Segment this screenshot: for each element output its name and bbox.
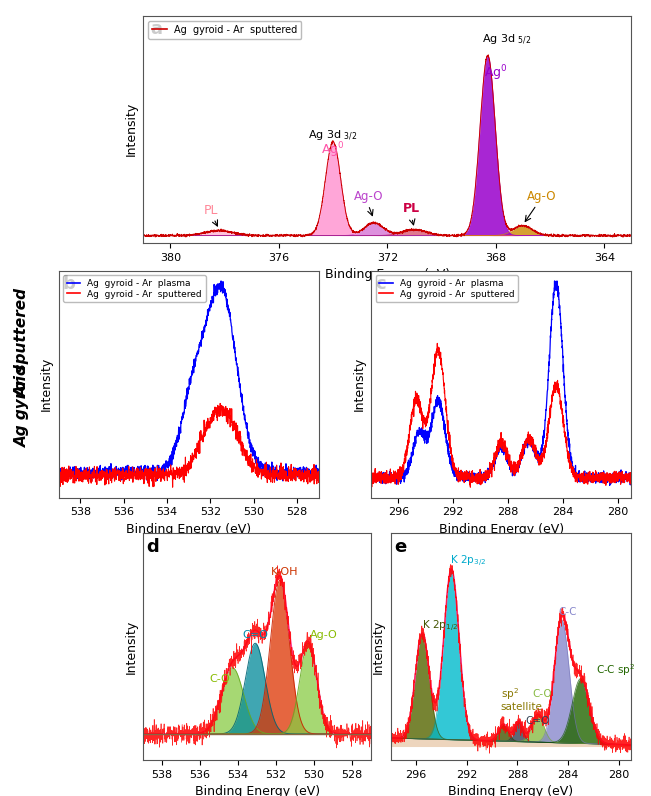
- Text: C=O: C=O: [242, 630, 268, 640]
- Text: PL: PL: [204, 204, 218, 217]
- Y-axis label: Intensity: Intensity: [124, 102, 137, 157]
- Text: Ag-O: Ag-O: [311, 630, 338, 640]
- Text: K 2p$_{1/2}$: K 2p$_{1/2}$: [422, 618, 458, 634]
- Text: C-O: C-O: [210, 673, 230, 684]
- Text: Ag 3d $_{3/2}$: Ag 3d $_{3/2}$: [309, 128, 358, 142]
- X-axis label: Binding Energy (eV): Binding Energy (eV): [126, 523, 251, 536]
- Y-axis label: Intensity: Intensity: [372, 619, 385, 674]
- Text: b: b: [62, 275, 76, 293]
- Y-axis label: Intensity: Intensity: [124, 619, 137, 674]
- X-axis label: Binding Energy (eV): Binding Energy (eV): [325, 268, 450, 281]
- Text: Ag-O: Ag-O: [353, 189, 383, 202]
- Text: C-C sp$^2$: C-C sp$^2$: [596, 662, 635, 678]
- Text: Ag gyroid: Ag gyroid: [15, 365, 31, 447]
- Text: c: c: [375, 275, 385, 293]
- Text: sp$^2$
satellite: sp$^2$ satellite: [501, 686, 543, 712]
- Legend: Ag  gyroid - Ar  plasma, Ag  gyroid - Ar  sputtered: Ag gyroid - Ar plasma, Ag gyroid - Ar sp…: [376, 275, 518, 302]
- Text: Ar sputtered: Ar sputtered: [15, 288, 31, 396]
- Text: Ag$^0$: Ag$^0$: [484, 63, 508, 83]
- Text: K 2p$_{3/2}$: K 2p$_{3/2}$: [450, 554, 486, 569]
- X-axis label: Binding Energy (eV): Binding Energy (eV): [439, 523, 564, 536]
- Text: C-O: C-O: [533, 689, 552, 699]
- Text: C=O: C=O: [525, 716, 549, 726]
- Text: K-OH: K-OH: [270, 568, 298, 577]
- Text: Ag-O: Ag-O: [527, 189, 557, 202]
- Y-axis label: Intensity: Intensity: [352, 357, 365, 412]
- Text: C-C: C-C: [558, 607, 576, 617]
- Text: PL: PL: [403, 202, 421, 215]
- Text: a: a: [150, 21, 163, 38]
- Text: d: d: [146, 538, 159, 556]
- X-axis label: Binding Energy (eV): Binding Energy (eV): [449, 786, 574, 796]
- X-axis label: Binding Energy (eV): Binding Energy (eV): [195, 786, 320, 796]
- Text: Ag$^0$: Ag$^0$: [322, 141, 345, 160]
- Legend: Ag  gyroid - Ar  sputtered: Ag gyroid - Ar sputtered: [148, 21, 301, 38]
- Y-axis label: Intensity: Intensity: [40, 357, 53, 412]
- Text: e: e: [395, 538, 406, 556]
- Legend: Ag  gyroid - Ar  plasma, Ag  gyroid - Ar  sputtered: Ag gyroid - Ar plasma, Ag gyroid - Ar sp…: [63, 275, 206, 302]
- Text: Ag 3d $_{5/2}$: Ag 3d $_{5/2}$: [482, 33, 532, 47]
